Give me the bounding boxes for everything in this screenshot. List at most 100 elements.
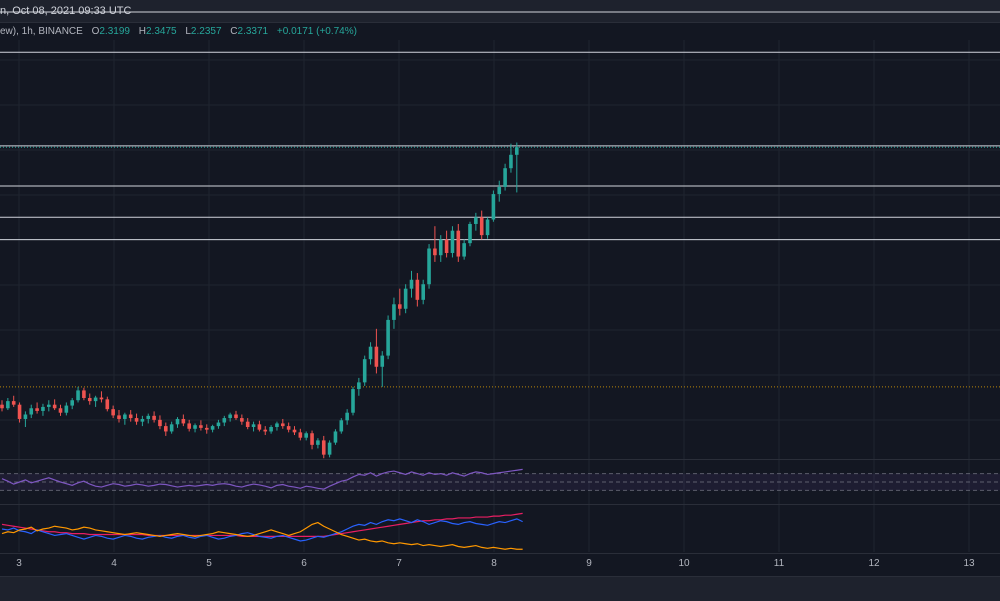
x-tick-label: 12 [868,558,880,569]
legend-symbol-info: ew), 1h, BINANCE [0,26,83,37]
candle-body [357,382,361,390]
top-toolbar: n, Oct 08, 2021 09:33 UTC [0,0,1000,23]
candle-body [333,431,338,443]
x-tick-label: 13 [963,558,975,569]
header-timestamp: n, Oct 08, 2021 09:33 UTC [0,5,132,17]
candle-body [17,404,22,419]
candle-body [415,279,420,300]
candle-body [374,346,379,367]
candle-body [23,414,28,419]
candle-body [409,279,414,289]
candle-body [515,147,519,155]
candle-body [438,239,443,256]
legend-change-value: +0.0171 (+0.74%) [276,26,357,37]
legend-low-label: L [185,26,191,37]
candle-body [29,408,34,415]
candle-body [169,424,174,432]
x-tick-label: 7 [396,558,402,569]
candle-body [362,359,367,383]
candle-body [193,425,197,429]
candle-body [123,414,127,419]
candle-body [491,194,496,220]
candle-body [456,230,461,257]
candle-body [240,418,244,422]
candle-body [6,401,10,409]
rsi-pane [0,468,1000,491]
candle-body [140,418,145,422]
legend-close-value: 2.3371 [237,26,269,37]
candle-body [87,397,92,402]
x-tick-label: 11 [774,558,785,569]
horizontal-levels [0,11,1000,388]
x-tick-label: 10 [678,558,690,569]
candle-body [398,304,402,309]
candle-body [222,418,227,423]
symbol-legend: ew), 1h, BINANCE O2.3199 H2.3475 L2.2357… [0,26,357,40]
candle-body [164,426,168,432]
candle-body [450,230,455,253]
candle-body [11,401,16,405]
candle-body [345,412,349,421]
candle-body [327,442,332,455]
candle-body [304,433,308,438]
candle-body [380,355,385,367]
bottom-toolbar [0,576,1000,601]
candle-body [228,414,232,419]
candle-body [245,421,250,427]
rsi-line [1,468,523,490]
candle-body [339,420,344,432]
candle-body [292,429,297,433]
candle-body [70,400,74,406]
candle-body [234,414,238,419]
indicator-line-3 [1,521,523,550]
candle-body [0,404,4,409]
candle-body [321,440,326,455]
x-tick-label: 4 [111,558,117,569]
candle-body [427,248,431,285]
x-tick-label: 5 [206,558,212,569]
candle-body [111,409,115,416]
candle-body [392,304,396,320]
legend-high-value: 2.3475 [145,26,177,37]
indicator-line-2 [1,518,523,542]
candle-body [204,427,209,430]
x-tick-label: 8 [491,558,497,569]
candle-body [187,423,191,429]
candle-body [316,440,320,445]
candle-body [199,425,203,428]
x-tick-label: 9 [586,558,592,569]
candle-body [82,390,86,398]
candle-body [58,408,63,413]
candle-body [76,390,80,401]
candle-body [275,423,279,427]
candle-body [117,415,121,419]
candle-body [497,186,502,195]
candle-body [99,397,104,400]
legend-high-label: H [138,26,146,37]
legend-close-label: C [230,26,238,37]
candle-body [310,433,314,445]
candle-body [35,408,39,411]
candle-body [286,426,291,430]
indicator-pane [1,512,523,550]
candle-body [128,414,133,419]
candle-body [210,426,215,430]
candle-body [105,399,110,410]
candle-body [368,346,373,360]
candle-body [503,168,507,187]
candle-body [263,429,268,432]
candle-body [468,223,472,244]
candle-body [433,248,437,256]
candle-body [479,217,484,236]
candlestick-series [0,142,519,459]
legend-low-value: 2.2357 [190,26,222,37]
candle-body [509,154,513,169]
candle-body [64,405,69,413]
candle-body [257,424,262,430]
candle-body [386,319,390,356]
candle-body [93,397,98,402]
x-tick-label: 3 [16,558,22,569]
candle-body [146,415,151,419]
